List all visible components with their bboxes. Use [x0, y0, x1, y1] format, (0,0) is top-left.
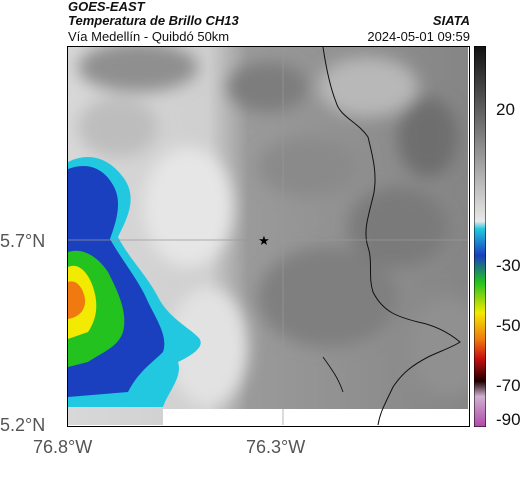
admin-border-2	[322, 356, 344, 393]
colorbar-label-m70: -70	[496, 376, 521, 395]
no-data-strip	[163, 409, 468, 425]
satellite-map[interactable]: ★	[67, 46, 470, 427]
route-label: Vía Medellín - Quibdó 50km	[68, 29, 230, 44]
timestamp-label: 2024-05-01 09:59	[367, 29, 470, 44]
lon-tick-0: 76.8°W	[33, 437, 93, 457]
convective-cell	[68, 157, 201, 407]
map-image: ★	[68, 47, 468, 425]
product-title: Temperatura de Brillo CH13	[68, 13, 239, 28]
agency-label: SIATA	[432, 13, 470, 28]
star-icon[interactable]: ★	[258, 234, 270, 249]
colorbar	[474, 46, 486, 427]
colorbar-label-20: 20	[496, 100, 515, 119]
lat-tick-0: 5.7°N	[0, 231, 46, 251]
admin-border	[322, 47, 461, 425]
colorbar-label-m50: -50	[496, 316, 521, 335]
cloud-texture	[78, 47, 468, 407]
colorbar-label-m90: -90	[496, 410, 521, 429]
source-title: GOES-EAST	[68, 0, 145, 14]
lon-tick-1: 76.3°W	[246, 437, 306, 457]
lat-tick-1: 5.2°N	[0, 415, 46, 435]
colorbar-label-m30: -30	[496, 256, 521, 275]
